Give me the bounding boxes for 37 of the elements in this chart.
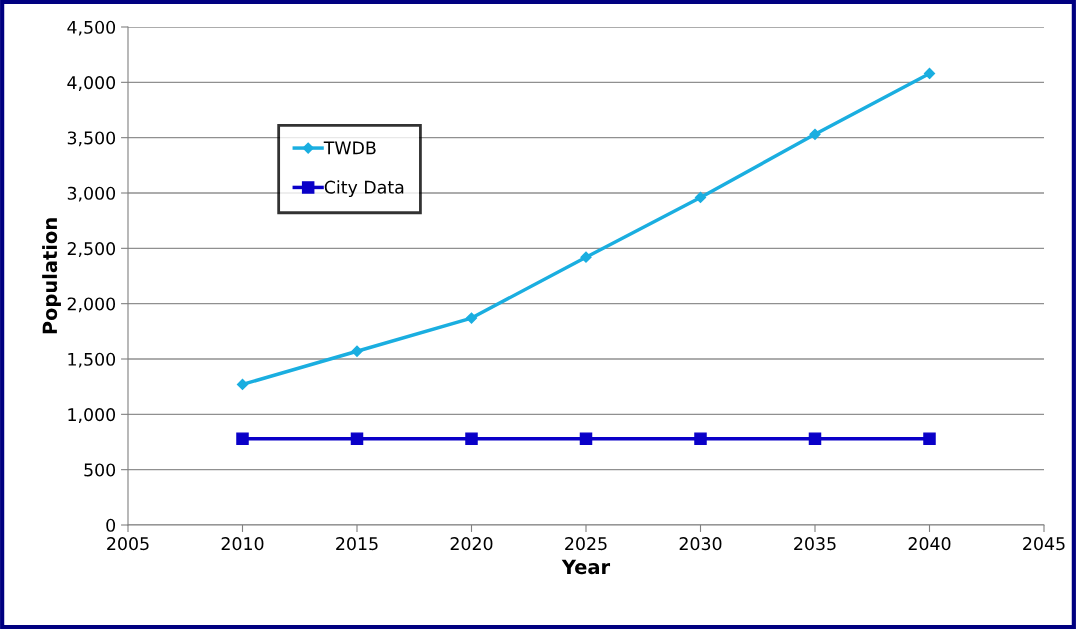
point bbox=[465, 432, 478, 445]
y-tick-label: 3,000 bbox=[67, 186, 116, 202]
legend-label: City Data bbox=[324, 180, 404, 198]
point bbox=[923, 432, 936, 445]
y-tick-label: 3,500 bbox=[67, 131, 116, 147]
point bbox=[694, 191, 707, 204]
x-tick-label: 2030 bbox=[679, 537, 722, 551]
y-tick-label: 1,000 bbox=[68, 408, 116, 423]
x-tick-label: 2005 bbox=[107, 537, 149, 551]
y-tick-label: 4,500 bbox=[67, 20, 116, 36]
point bbox=[465, 312, 478, 324]
point bbox=[579, 432, 593, 445]
y-tick-label: 0 bbox=[106, 518, 116, 532]
x-tick-label: 2040 bbox=[908, 537, 951, 551]
x-tick-label: 2010 bbox=[221, 537, 264, 551]
point bbox=[236, 432, 249, 445]
point bbox=[808, 432, 822, 445]
y-tick-label: 2,500 bbox=[67, 242, 116, 257]
x-tick-label: 2035 bbox=[794, 537, 836, 551]
x-axis-title: Year bbox=[561, 559, 611, 575]
point bbox=[580, 251, 592, 263]
point bbox=[923, 67, 936, 80]
x-tick-label: 2045 bbox=[1023, 537, 1065, 551]
legend-label: TWDB bbox=[323, 141, 376, 155]
x-tick-label: 2015 bbox=[336, 537, 378, 551]
y-tick-label: 1,500 bbox=[68, 352, 116, 368]
x-tick-label: 2025 bbox=[565, 537, 607, 551]
y-tick-label: 500 bbox=[84, 463, 116, 477]
y-tick-label: 2,000 bbox=[67, 297, 116, 313]
point bbox=[351, 345, 363, 357]
x-tick-label: 2020 bbox=[450, 537, 493, 551]
y-tick-label: 4,000 bbox=[67, 76, 116, 91]
point bbox=[809, 128, 821, 140]
point bbox=[236, 378, 249, 391]
point bbox=[350, 432, 364, 445]
y-axis-title: Population bbox=[42, 218, 61, 334]
point bbox=[694, 432, 707, 445]
